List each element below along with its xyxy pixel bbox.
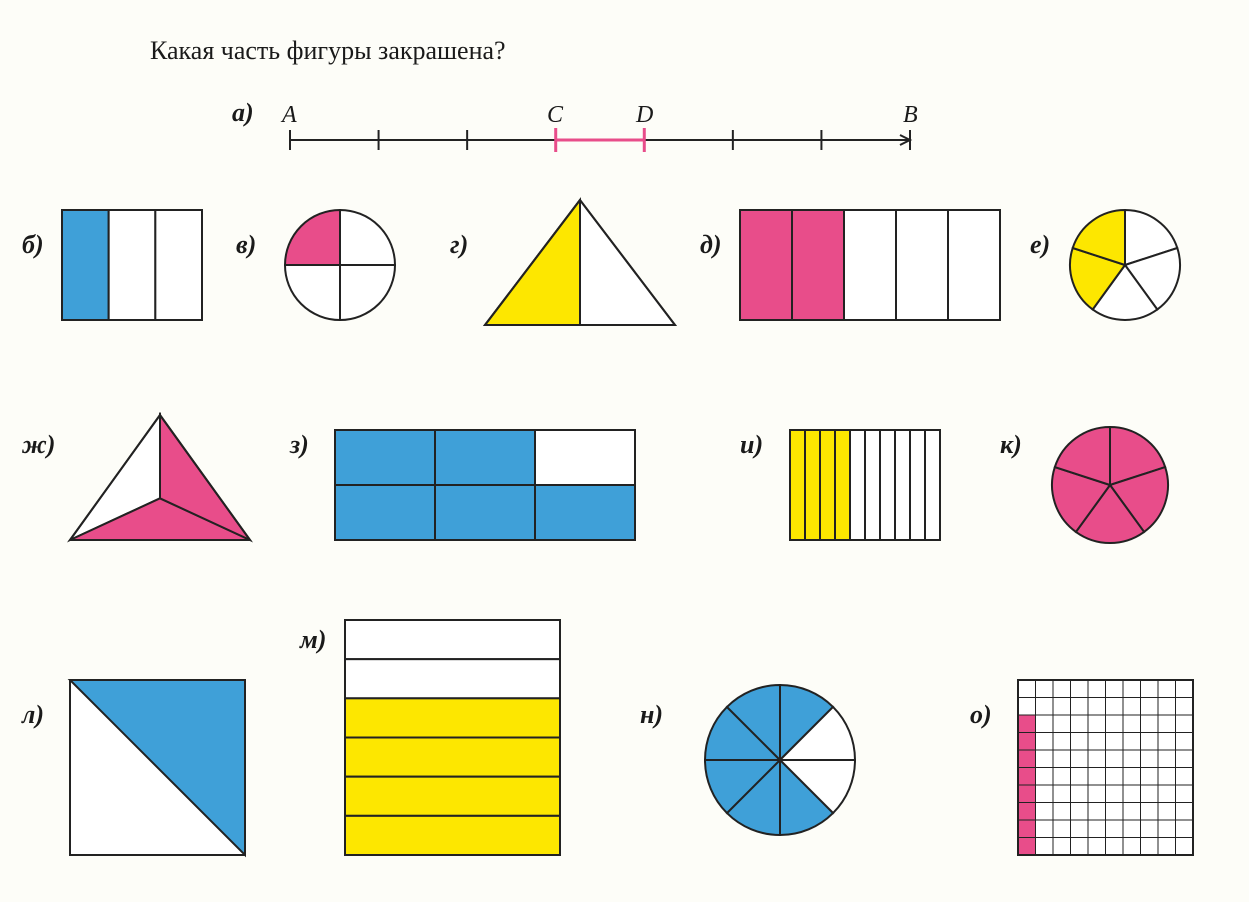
figure-z-rect xyxy=(335,430,637,542)
page-title: Какая часть фигуры закрашена? xyxy=(150,36,506,66)
label-n: н) xyxy=(640,700,663,730)
figure-zh-triangle xyxy=(70,415,252,542)
figure-v-circle xyxy=(283,208,397,322)
label-d: д) xyxy=(700,230,722,260)
label-i: и) xyxy=(740,430,763,460)
point-B: B xyxy=(903,102,918,129)
label-a: а) xyxy=(232,98,254,128)
figure-d-rect xyxy=(740,210,1002,322)
label-zh: ж) xyxy=(22,430,55,460)
figure-e-circle xyxy=(1068,208,1182,322)
figure-g-triangle xyxy=(485,200,677,327)
label-k: к) xyxy=(1000,430,1022,460)
label-v: в) xyxy=(236,230,256,260)
label-b: б) xyxy=(22,230,44,260)
label-z: з) xyxy=(290,430,309,460)
figure-b-rect xyxy=(62,210,204,322)
figure-k-circle xyxy=(1050,425,1170,545)
figure-i-rect xyxy=(790,430,942,542)
label-l: л) xyxy=(22,700,44,730)
figure-n-circle xyxy=(703,683,857,837)
point-C: C xyxy=(547,102,563,129)
point-A: A xyxy=(282,102,297,129)
figure-o-grid xyxy=(1018,680,1195,857)
figure-l-square xyxy=(70,680,247,857)
label-o: о) xyxy=(970,700,992,730)
label-m: м) xyxy=(300,625,326,655)
label-g: г) xyxy=(450,230,468,260)
point-D: D xyxy=(636,102,653,129)
figure-a-numberline xyxy=(290,110,930,170)
label-e: е) xyxy=(1030,230,1050,260)
figure-m-rect xyxy=(345,620,562,857)
